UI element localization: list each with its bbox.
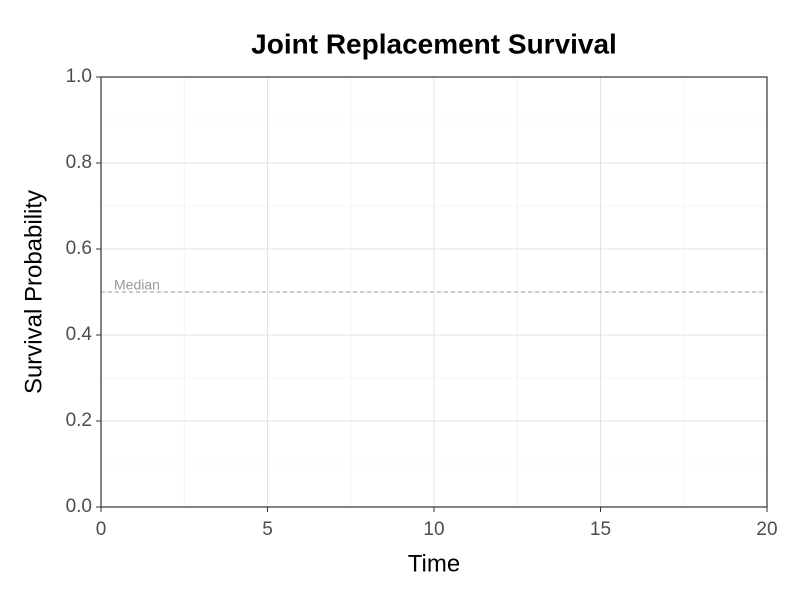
reference-label: Median [114,277,160,293]
y-tick-label: 1.0 [66,66,92,87]
x-tick-label: 15 [590,519,611,540]
y-tick-label: 0.4 [66,324,93,345]
chart-title: Joint Replacement Survival [251,28,617,59]
x-tick-label: 0 [96,519,107,540]
y-tick-label: 0.6 [66,238,92,259]
y-axis-title: Survival Probability [20,190,47,394]
x-axis-title: Time [408,550,460,577]
y-tick-label: 0.0 [66,496,92,517]
y-tick-label: 0.2 [66,410,92,431]
plot-border [100,76,768,508]
y-tick-label: 0.8 [66,152,92,173]
x-tick-label: 20 [756,519,777,540]
x-tick-label: 10 [423,519,444,540]
x-tick-label: 5 [262,519,273,540]
